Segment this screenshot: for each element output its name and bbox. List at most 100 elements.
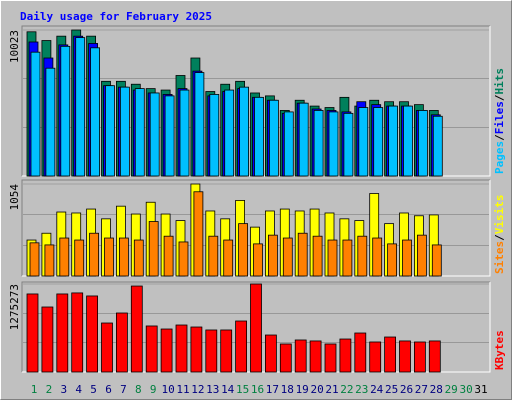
bar — [373, 107, 384, 177]
x-tick-label: 11 — [176, 383, 189, 396]
x-tick-label: 22 — [340, 383, 353, 396]
y-tick-label: 10023 — [8, 30, 21, 63]
panel-border — [21, 179, 490, 276]
bar — [283, 111, 294, 177]
x-tick-label: 7 — [120, 383, 127, 396]
bar — [209, 94, 220, 177]
x-tick-label: 21 — [325, 383, 338, 396]
bar — [175, 324, 188, 373]
x-tick-label: 1 — [31, 383, 38, 396]
x-tick-label: 13 — [206, 383, 219, 396]
x-tick-label: 5 — [90, 383, 97, 396]
bar — [403, 105, 413, 177]
x-tick-label: 29 — [445, 383, 458, 396]
bar — [268, 99, 279, 177]
bar — [279, 343, 292, 373]
bar — [104, 237, 114, 277]
bar — [160, 328, 173, 373]
bar — [343, 112, 354, 177]
bar — [250, 283, 262, 373]
bar — [254, 96, 264, 177]
bar — [357, 235, 368, 277]
bar — [205, 329, 218, 373]
bar — [59, 237, 70, 277]
bar — [89, 232, 99, 277]
legend-entry: KBytes — [493, 330, 506, 370]
x-tick-label: 16 — [251, 383, 264, 396]
bar — [264, 334, 277, 373]
bar — [90, 47, 100, 177]
x-tick-label: 24 — [370, 383, 384, 396]
legend-separator: / — [493, 234, 506, 241]
bar — [133, 239, 144, 277]
bar — [431, 244, 442, 277]
bar — [298, 102, 309, 177]
bar — [267, 234, 278, 277]
x-tick-label: 14 — [221, 383, 235, 396]
bar — [145, 325, 158, 373]
bar — [239, 86, 250, 177]
bar — [30, 51, 41, 177]
bar — [130, 285, 143, 373]
bar — [416, 234, 427, 277]
bar — [224, 89, 235, 177]
x-tick-label: 23 — [355, 383, 368, 396]
bar — [342, 239, 353, 277]
bar — [387, 243, 398, 277]
bar — [399, 340, 411, 373]
bar — [163, 235, 174, 277]
bar — [119, 237, 129, 277]
bar — [417, 110, 428, 177]
x-tick-label: 9 — [150, 383, 157, 396]
x-tick-label: 12 — [191, 383, 204, 396]
bar — [384, 336, 397, 373]
bar — [101, 322, 113, 373]
bar — [238, 223, 249, 277]
bar — [220, 329, 233, 373]
bar — [282, 237, 293, 277]
bar — [328, 111, 339, 177]
x-tick-label: 4 — [75, 383, 82, 396]
legend-entry: Files — [493, 101, 506, 134]
legend-entry: Pages — [493, 141, 506, 174]
bar — [358, 107, 369, 177]
x-tick-label: 3 — [60, 383, 67, 396]
bar — [312, 235, 323, 277]
bar — [178, 241, 189, 277]
bar — [190, 326, 203, 373]
bar — [339, 338, 352, 373]
bar — [41, 306, 54, 373]
bar — [297, 232, 308, 277]
x-tick-label: 10 — [161, 383, 174, 396]
bar — [369, 341, 382, 373]
x-tick-label: 27 — [415, 383, 428, 396]
legend-separator: / — [493, 134, 506, 141]
legend: Pages/Files/Hits — [493, 68, 506, 174]
legend-entry: Visits — [493, 195, 506, 235]
bar — [74, 239, 85, 277]
legend-separator: / — [493, 94, 506, 101]
panel-border — [21, 25, 490, 176]
chart-title: Daily usage for February 2025 — [20, 10, 212, 23]
y-tick-label: 1054 — [8, 184, 21, 211]
bar — [75, 37, 86, 177]
bar — [71, 292, 84, 373]
bar — [56, 293, 69, 373]
x-tick-label: 19 — [296, 383, 309, 396]
bar — [164, 95, 175, 177]
bar — [372, 237, 383, 277]
x-tick-label: 31 — [474, 383, 487, 396]
bar — [45, 67, 56, 177]
y-tick-label: 1275273 — [8, 284, 21, 330]
bar — [105, 85, 115, 177]
legend: KBytes — [493, 330, 506, 370]
x-tick-label: 26 — [400, 383, 413, 396]
bar — [193, 191, 204, 277]
x-tick-label: 2 — [46, 383, 53, 396]
bar — [60, 45, 71, 177]
bar — [120, 86, 130, 177]
x-tick-label: 6 — [105, 383, 112, 396]
bar — [388, 105, 399, 177]
